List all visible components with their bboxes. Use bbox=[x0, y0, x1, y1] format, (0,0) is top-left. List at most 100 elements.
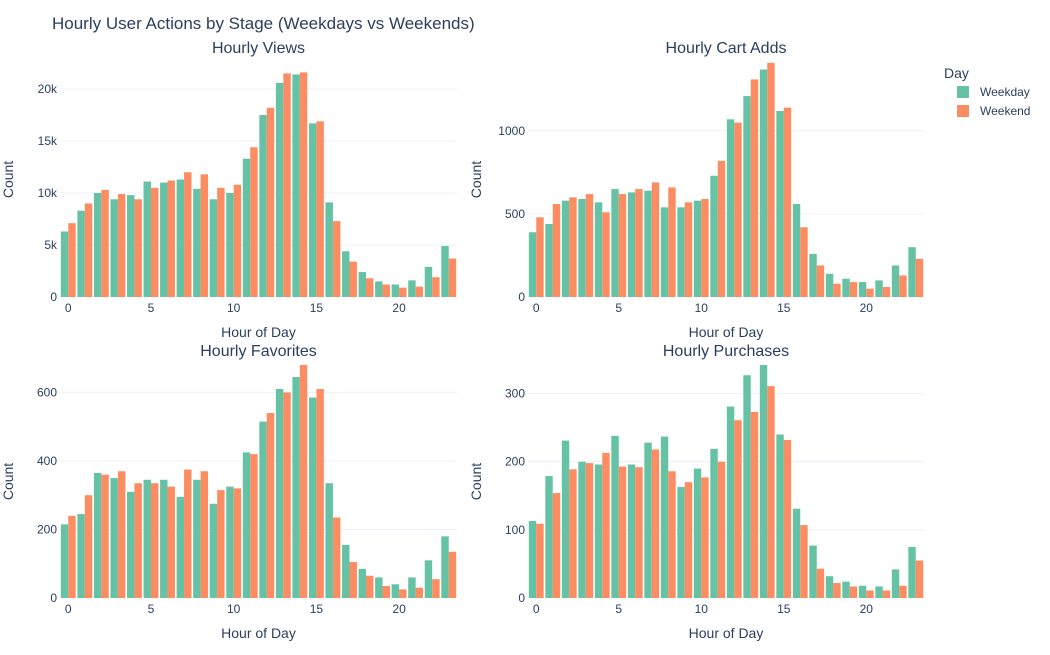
hourly-views-bar-weekday[interactable] bbox=[176, 179, 185, 298]
hourly-views-bar-weekday[interactable] bbox=[259, 115, 267, 297]
hourly-purchases-bar-weekday[interactable] bbox=[726, 406, 735, 598]
hourly-favorites-bar-weekend[interactable] bbox=[415, 587, 424, 598]
hourly-favorites-bar-weekend[interactable] bbox=[134, 483, 142, 598]
hourly-cart-adds-bar-weekday[interactable] bbox=[627, 192, 636, 297]
hourly-views-bar-weekend[interactable] bbox=[167, 180, 175, 297]
hourly-purchases-bar-weekend[interactable] bbox=[816, 568, 825, 598]
hourly-purchases-bar-weekend[interactable] bbox=[701, 477, 709, 598]
hourly-views-bar-weekday[interactable] bbox=[93, 193, 102, 297]
hourly-purchases-bar-weekend[interactable] bbox=[618, 466, 627, 598]
hourly-purchases-bar-weekday[interactable] bbox=[858, 585, 867, 598]
hourly-views-bar-weekday[interactable] bbox=[358, 272, 367, 297]
hourly-purchases-bar-weekday[interactable] bbox=[594, 464, 603, 598]
hourly-cart-adds-bar-weekend[interactable] bbox=[882, 287, 891, 297]
hourly-favorites-bar-weekend[interactable] bbox=[316, 388, 324, 598]
hourly-cart-adds-bar-weekend[interactable] bbox=[684, 202, 693, 297]
hourly-views-bar-weekend[interactable] bbox=[68, 223, 76, 297]
hourly-purchases-bar-weekday[interactable] bbox=[660, 436, 669, 598]
hourly-cart-adds-bar-weekday[interactable] bbox=[594, 202, 603, 297]
hourly-views-bar-weekday[interactable] bbox=[160, 182, 168, 297]
hourly-favorites-bar-weekday[interactable] bbox=[143, 479, 151, 598]
hourly-views-bar-weekday[interactable] bbox=[226, 193, 234, 297]
hourly-purchases-bar-weekend[interactable] bbox=[899, 585, 907, 598]
hourly-cart-adds-bar-weekday[interactable] bbox=[578, 199, 586, 297]
hourly-cart-adds-bar-weekend[interactable] bbox=[585, 194, 594, 297]
hourly-purchases-bar-weekday[interactable] bbox=[710, 448, 718, 598]
hourly-favorites-bar-weekday[interactable] bbox=[60, 524, 69, 598]
hourly-favorites-bar-weekend[interactable] bbox=[184, 469, 192, 598]
hourly-purchases-bar-weekday[interactable] bbox=[776, 434, 784, 598]
hourly-purchases-bar-weekday[interactable] bbox=[578, 461, 586, 598]
legend-weekend-label[interactable]: Weekend bbox=[980, 104, 1030, 118]
hourly-purchases-bar-weekend[interactable] bbox=[849, 586, 858, 598]
hourly-purchases-bar-weekend[interactable] bbox=[668, 471, 676, 598]
hourly-views-bar-weekend[interactable] bbox=[432, 277, 440, 297]
hourly-views-bar-weekend[interactable] bbox=[200, 174, 209, 297]
hourly-purchases-bar-weekday[interactable] bbox=[842, 581, 850, 598]
hourly-views-bar-weekend[interactable] bbox=[399, 287, 407, 297]
hourly-purchases-bar-weekend[interactable] bbox=[750, 412, 759, 598]
hourly-favorites-bar-weekday[interactable] bbox=[308, 397, 317, 598]
hourly-cart-adds-bar-weekend[interactable] bbox=[651, 182, 660, 297]
hourly-views-bar-weekend[interactable] bbox=[283, 73, 291, 297]
hourly-views-bar-weekend[interactable] bbox=[382, 284, 390, 297]
hourly-favorites-bar-weekend[interactable] bbox=[366, 575, 374, 598]
hourly-favorites-bar-weekday[interactable] bbox=[391, 584, 400, 598]
hourly-favorites-bar-weekend[interactable] bbox=[299, 365, 308, 598]
hourly-purchases-bar-weekend[interactable] bbox=[915, 560, 924, 598]
hourly-favorites-bar-weekday[interactable] bbox=[375, 577, 383, 598]
hourly-favorites-bar-weekend[interactable] bbox=[68, 515, 76, 598]
hourly-views-bar-weekend[interactable] bbox=[366, 278, 374, 297]
hourly-views-bar-weekend[interactable] bbox=[233, 184, 242, 297]
hourly-favorites-bar-weekend[interactable] bbox=[117, 471, 126, 598]
hourly-views-bar-weekend[interactable] bbox=[316, 121, 324, 298]
hourly-purchases-bar-weekend[interactable] bbox=[635, 467, 643, 598]
hourly-purchases-bar-weekday[interactable] bbox=[644, 442, 652, 598]
hourly-purchases-bar-weekend[interactable] bbox=[585, 463, 594, 598]
hourly-favorites-bar-weekday[interactable] bbox=[275, 388, 284, 598]
hourly-cart-adds-bar-weekend[interactable] bbox=[915, 258, 924, 297]
hourly-cart-adds-bar-weekday[interactable] bbox=[710, 175, 718, 297]
hourly-views-bar-weekday[interactable] bbox=[126, 195, 135, 297]
hourly-cart-adds-bar-weekend[interactable] bbox=[800, 227, 808, 297]
hourly-cart-adds-bar-weekday[interactable] bbox=[891, 265, 900, 297]
hourly-purchases-bar-weekend[interactable] bbox=[717, 461, 726, 598]
hourly-cart-adds-bar-weekday[interactable] bbox=[809, 253, 817, 297]
hourly-cart-adds-bar-weekday[interactable] bbox=[660, 207, 669, 297]
hourly-cart-adds-bar-weekend[interactable] bbox=[618, 194, 627, 297]
hourly-favorites-bar-weekday[interactable] bbox=[176, 496, 185, 598]
hourly-favorites-bar-weekday[interactable] bbox=[358, 568, 367, 599]
hourly-purchases-bar-weekend[interactable] bbox=[866, 590, 874, 598]
hourly-views-bar-weekend[interactable] bbox=[150, 187, 159, 297]
hourly-views-bar-weekday[interactable] bbox=[424, 266, 433, 297]
hourly-purchases-bar-weekday[interactable] bbox=[759, 365, 768, 598]
hourly-views-bar-weekday[interactable] bbox=[193, 188, 201, 297]
hourly-purchases-bar-weekday[interactable] bbox=[627, 464, 636, 598]
hourly-purchases-bar-weekday[interactable] bbox=[875, 586, 883, 598]
hourly-favorites-bar-weekday[interactable] bbox=[441, 536, 449, 598]
hourly-favorites-bar-weekday[interactable] bbox=[77, 514, 85, 598]
hourly-cart-adds-bar-weekday[interactable] bbox=[858, 282, 867, 297]
hourly-cart-adds-bar-weekend[interactable] bbox=[783, 107, 792, 297]
hourly-cart-adds-bar-weekday[interactable] bbox=[528, 232, 537, 297]
hourly-purchases-bar-weekend[interactable] bbox=[767, 386, 775, 598]
hourly-cart-adds-bar-weekend[interactable] bbox=[866, 288, 874, 297]
hourly-favorites-bar-weekday[interactable] bbox=[126, 491, 135, 598]
hourly-purchases-bar-weekday[interactable] bbox=[611, 435, 619, 598]
hourly-cart-adds-bar-weekday[interactable] bbox=[759, 69, 768, 297]
hourly-favorites-bar-weekday[interactable] bbox=[226, 486, 234, 598]
hourly-purchases-bar-weekend[interactable] bbox=[783, 439, 792, 598]
hourly-favorites-bar-weekend[interactable] bbox=[382, 586, 390, 598]
legend-weekday-swatch[interactable] bbox=[957, 86, 969, 98]
hourly-cart-adds-bar-weekday[interactable] bbox=[677, 207, 685, 297]
hourly-favorites-bar-weekend[interactable] bbox=[233, 488, 242, 598]
hourly-views-bar-weekend[interactable] bbox=[349, 261, 357, 297]
hourly-views-bar-weekend[interactable] bbox=[217, 187, 225, 297]
hourly-cart-adds-bar-weekday[interactable] bbox=[693, 200, 702, 297]
legend-weekend-swatch[interactable] bbox=[957, 105, 969, 117]
hourly-favorites-bar-weekend[interactable] bbox=[332, 517, 341, 598]
hourly-views-bar-weekday[interactable] bbox=[325, 202, 333, 297]
hourly-purchases-bar-weekend[interactable] bbox=[536, 523, 544, 598]
hourly-favorites-bar-weekend[interactable] bbox=[448, 551, 457, 598]
hourly-purchases-bar-weekend[interactable] bbox=[602, 452, 610, 598]
